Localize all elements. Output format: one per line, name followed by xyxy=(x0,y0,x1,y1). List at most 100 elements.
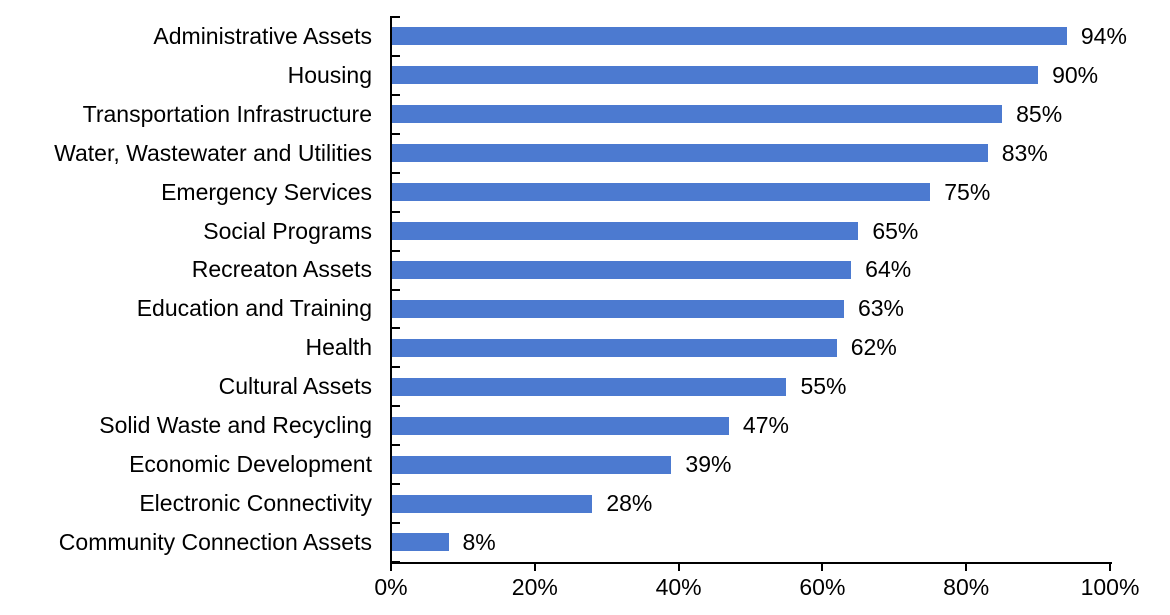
bar xyxy=(391,222,859,241)
bar-row: Social Programs 65% xyxy=(0,212,1110,251)
y-axis-tick xyxy=(392,288,400,291)
bar-row: Economic Development 39% xyxy=(0,445,1110,484)
value-label: 62% xyxy=(850,334,897,361)
value-label: 90% xyxy=(1052,61,1099,88)
x-tick-label: 0% xyxy=(374,574,408,600)
bar-row: Water, Wastewater and Utilities 83% xyxy=(0,134,1110,173)
bar-track: 94% xyxy=(391,17,1127,56)
category-label: Administrative Assets xyxy=(153,22,372,49)
bar-track: 85% xyxy=(391,95,1110,134)
category-label: Water, Wastewater and Utilities xyxy=(54,139,372,166)
bar-track: 55% xyxy=(391,367,1110,406)
y-axis-tick xyxy=(392,132,400,135)
bar-row: Cultural Assets 55% xyxy=(0,367,1110,406)
category-label: Cultural Assets xyxy=(218,373,372,400)
bar xyxy=(391,299,844,318)
y-axis-tick xyxy=(392,444,400,447)
value-label: 8% xyxy=(462,528,496,555)
bar xyxy=(391,144,988,163)
bar xyxy=(391,416,729,435)
y-axis-tick xyxy=(392,54,400,57)
x-axis-tick xyxy=(965,564,968,571)
category-label: Emergency Services xyxy=(161,178,372,205)
y-axis-tick xyxy=(392,16,400,18)
x-axis-tick xyxy=(390,564,392,571)
x-ticks xyxy=(390,564,1111,572)
y-axis-tick xyxy=(392,561,400,563)
bar-row: Health 62% xyxy=(0,328,1110,367)
category-label: Transportation Infrastructure xyxy=(82,100,372,127)
x-tick-label: 60% xyxy=(799,574,846,600)
x-axis-tick xyxy=(533,564,536,571)
value-label: 94% xyxy=(1080,22,1127,49)
bar xyxy=(391,338,837,357)
bar-track: 83% xyxy=(391,134,1110,173)
y-axis-tick xyxy=(392,249,400,252)
value-label: 47% xyxy=(742,412,789,439)
bar-row: Solid Waste and Recycling 47% xyxy=(0,406,1110,445)
value-label: 85% xyxy=(1016,100,1063,127)
bar xyxy=(391,533,449,552)
y-ticks xyxy=(392,16,400,563)
rows: Administrative Assets 94% Housing 90% Tr… xyxy=(0,17,1127,562)
x-tick-label: 100% xyxy=(1080,574,1140,600)
value-label: 83% xyxy=(1001,139,1048,166)
category-label: Education and Training xyxy=(136,295,372,322)
x-axis-line xyxy=(390,562,1112,564)
value-label: 65% xyxy=(872,217,919,244)
y-axis-line xyxy=(390,16,392,564)
x-axis-tick xyxy=(821,564,824,571)
bar xyxy=(391,494,593,513)
category-label: Health xyxy=(305,334,372,361)
category-label: Recreaton Assets xyxy=(191,256,372,283)
bar-track: 28% xyxy=(391,484,1110,523)
x-tick-label: 40% xyxy=(655,574,702,600)
y-axis-tick xyxy=(392,366,400,369)
value-label: 63% xyxy=(857,295,905,322)
y-axis-tick xyxy=(392,93,400,96)
value-label: 75% xyxy=(944,178,991,205)
bar-row: Recreaton Assets 64% xyxy=(0,251,1110,290)
bar-row: Administrative Assets 94% xyxy=(0,17,1127,56)
bar-track: 47% xyxy=(391,406,1110,445)
bar-track: 62% xyxy=(391,328,1110,367)
x-tick-label: 80% xyxy=(943,574,990,600)
category-label: Economic Development xyxy=(129,451,372,478)
bar-track: 39% xyxy=(391,445,1110,484)
bar-track: 64% xyxy=(391,251,1110,290)
y-axis-tick xyxy=(392,210,400,213)
category-label: Community Connection Assets xyxy=(58,528,372,555)
value-label: 64% xyxy=(865,256,912,283)
bar-track: 65% xyxy=(391,212,1110,251)
value-label: 28% xyxy=(606,490,653,517)
category-label: Electronic Connectivity xyxy=(139,490,372,517)
bar-track: 75% xyxy=(391,173,1110,212)
bar-row: Transportation Infrastructure 85% xyxy=(0,95,1110,134)
category-label: Social Programs xyxy=(203,217,372,244)
bar-row: Housing 90% xyxy=(0,56,1110,95)
y-axis-tick xyxy=(392,405,400,408)
bar xyxy=(391,455,672,474)
bar xyxy=(391,260,852,279)
value-label: 55% xyxy=(800,373,847,400)
x-tick-label: 20% xyxy=(511,574,558,600)
category-label: Solid Waste and Recycling xyxy=(99,412,372,439)
category-label: Housing xyxy=(287,61,372,88)
bar xyxy=(391,66,1039,85)
bar-track: 90% xyxy=(391,56,1110,95)
x-axis-tick xyxy=(1109,564,1111,571)
bar xyxy=(391,183,931,202)
bar-row: Electronic Connectivity 28% xyxy=(0,484,1110,523)
y-axis-tick xyxy=(392,483,400,486)
x-tick-labels: 0% 20% 40% 60% 80% 100% xyxy=(374,574,1139,604)
bar xyxy=(391,377,787,396)
bar-track: 8% xyxy=(391,523,1110,562)
bar-row: Emergency Services 75% xyxy=(0,173,1110,212)
y-axis-tick xyxy=(392,522,400,525)
bar xyxy=(391,27,1067,46)
bar-row: Community Connection Assets 8% xyxy=(0,523,1110,562)
bar-row: Education and Training 63% xyxy=(0,289,1110,328)
y-axis-tick xyxy=(392,327,400,330)
value-label: 39% xyxy=(685,451,732,478)
